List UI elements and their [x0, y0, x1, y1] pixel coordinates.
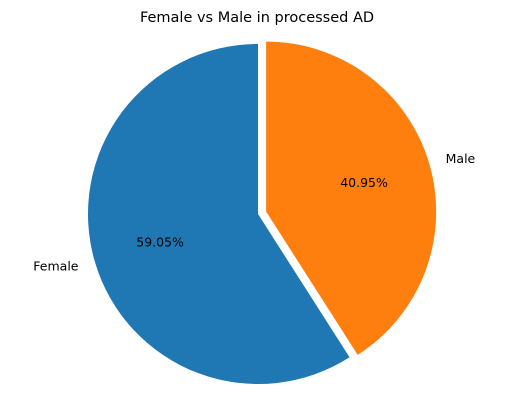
- pie-slice-female: [88, 44, 350, 384]
- chart-title: Female vs Male in processed AD: [140, 10, 374, 26]
- percent-label-female: 59.05%: [136, 235, 184, 250]
- percent-label-male: 40.95%: [340, 175, 388, 190]
- pie-slice-male: [266, 41, 437, 355]
- slice-label-male: Male: [446, 151, 476, 166]
- slice-label-female: Female: [33, 258, 79, 273]
